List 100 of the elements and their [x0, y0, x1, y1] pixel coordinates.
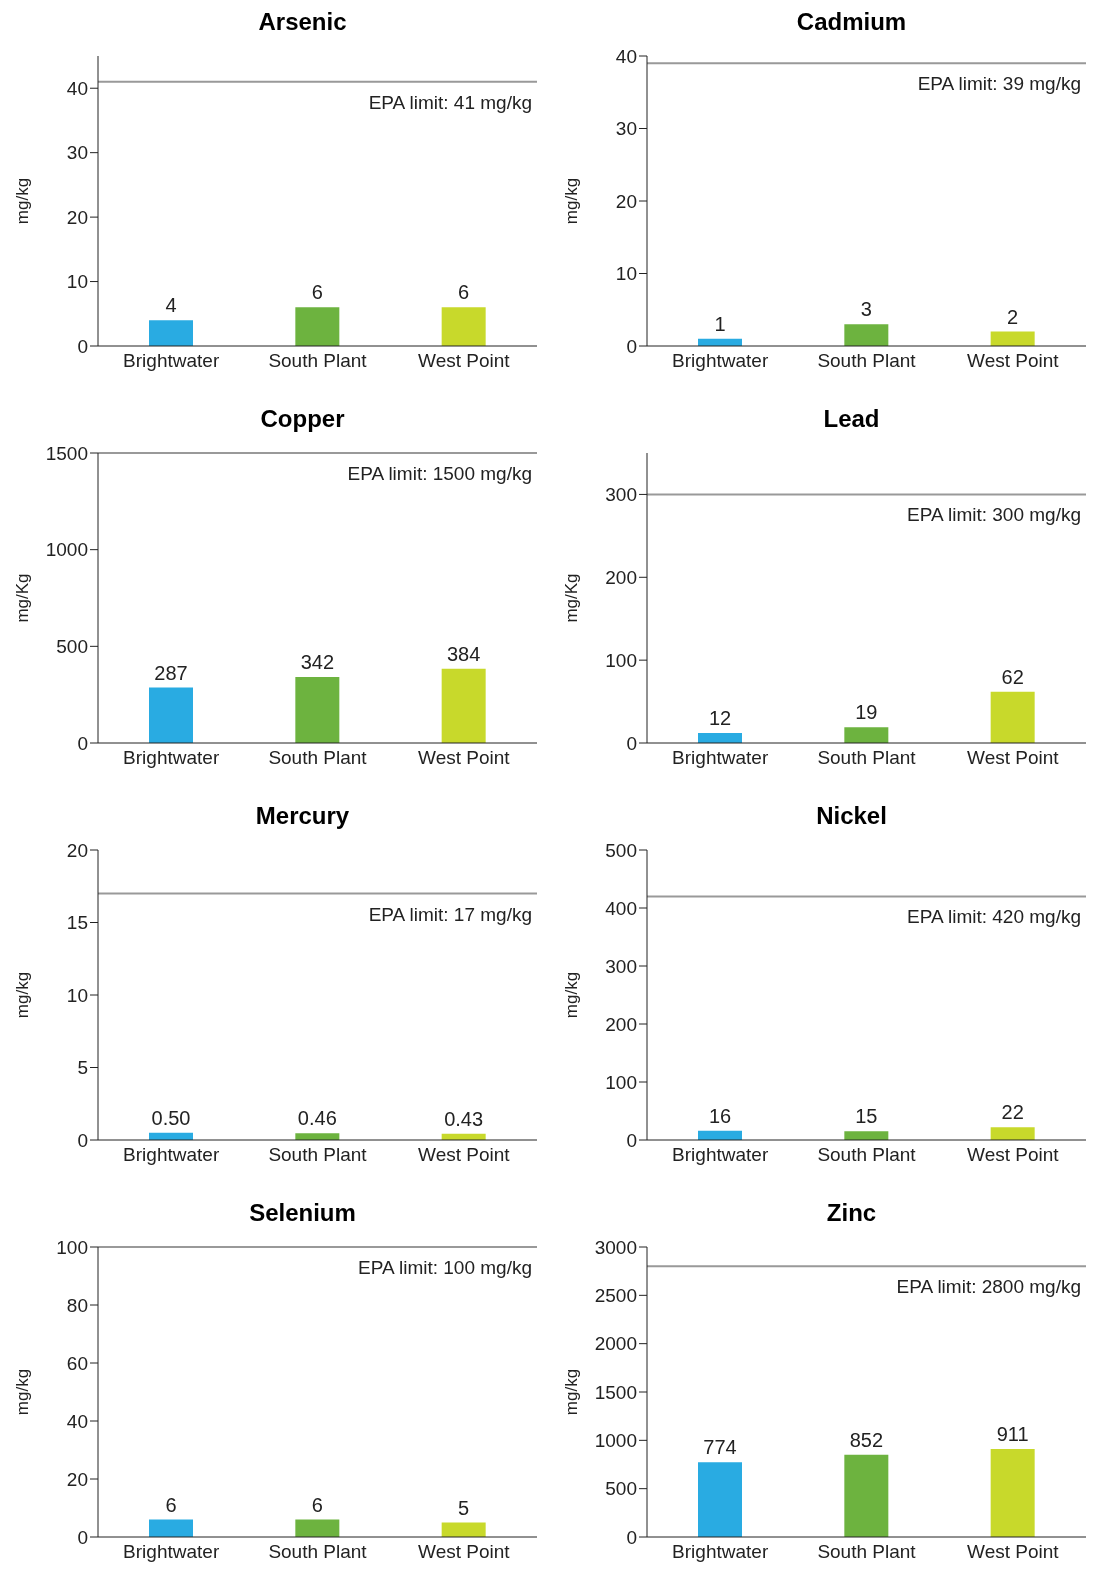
y-tick-label: 2500 — [594, 1285, 637, 1307]
y-tick-label: 40 — [615, 45, 637, 67]
data-label: 852 — [849, 1428, 884, 1451]
y-tick-label: 15 — [66, 912, 88, 934]
y-tick-label: 500 — [605, 1478, 637, 1500]
y-axis-title: mg/Kg — [13, 573, 33, 623]
ref-line-label: EPA limit: 2800 mg/kg — [896, 1276, 1081, 1298]
y-tick-label: 500 — [56, 636, 88, 658]
y-tick-label: 0 — [77, 1129, 88, 1151]
x-tick-label: Brightwater — [672, 1144, 769, 1166]
chart-title: Mercury — [254, 802, 351, 831]
ref-line-label: EPA limit: 39 mg/kg — [917, 73, 1081, 95]
y-tick-label: 80 — [66, 1294, 88, 1316]
data-label: 6 — [311, 281, 323, 304]
data-label: 22 — [1001, 1101, 1024, 1124]
y-tick-label: 0 — [626, 335, 637, 357]
x-tick-label: Brightwater — [123, 1541, 220, 1563]
y-tick-label: 300 — [605, 484, 637, 506]
data-label: 15 — [855, 1105, 878, 1128]
chart-title: Copper — [259, 405, 346, 434]
y-tick-label: 20 — [66, 1468, 88, 1490]
data-label: 5 — [458, 1496, 470, 1519]
ref-line-label: EPA limit: 1500 mg/kg — [347, 463, 532, 484]
x-tick-label: Brightwater — [123, 1144, 220, 1166]
x-tick-label: South Plant — [817, 1144, 917, 1166]
y-tick-label: 100 — [605, 1071, 637, 1093]
x-tick-label: Brightwater — [672, 1541, 769, 1563]
data-label: 0.43 — [444, 1107, 484, 1130]
y-tick-label: 1000 — [45, 539, 88, 561]
y-tick-label: 0 — [77, 335, 88, 357]
chart-title: Lead — [822, 405, 881, 434]
x-tick-label: South Plant — [268, 350, 368, 372]
y-tick-label: 100 — [605, 649, 637, 671]
data-label: 6 — [165, 1493, 177, 1516]
x-tick-label: South Plant — [817, 350, 917, 372]
x-tick-label: West Point — [967, 1144, 1060, 1166]
y-tick-label: 200 — [605, 567, 637, 589]
y-tick-label: 0 — [626, 1526, 637, 1548]
y-tick-label: 0 — [77, 732, 88, 754]
y-tick-label: 1500 — [594, 1381, 637, 1403]
ref-line-label: EPA limit: 420 mg/kg — [907, 906, 1081, 928]
data-label: 2 — [1007, 305, 1019, 328]
y-tick-label: 20 — [615, 190, 637, 212]
y-tick-label: 60 — [66, 1352, 88, 1374]
y-tick-label: 30 — [66, 142, 88, 164]
data-label: 3 — [860, 298, 872, 321]
y-tick-label: 5 — [77, 1057, 88, 1079]
chart-title: Arsenic — [257, 8, 348, 37]
data-label: 6 — [311, 1493, 323, 1516]
y-axis-title: mg/kg — [562, 1368, 582, 1416]
y-tick-label: 40 — [66, 77, 88, 99]
x-tick-label: South Plant — [817, 747, 917, 769]
data-label: 287 — [154, 661, 188, 684]
y-tick-label: 0 — [626, 732, 637, 754]
bar — [698, 733, 742, 743]
x-tick-label: Brightwater — [123, 747, 220, 769]
y-tick-label: 200 — [605, 1013, 637, 1035]
y-tick-label: 2000 — [594, 1333, 637, 1355]
data-label: 16 — [708, 1104, 732, 1127]
y-axis-title: mg/kg — [13, 1368, 33, 1416]
bar — [844, 727, 889, 743]
data-label: 4 — [165, 294, 177, 317]
x-tick-label: West Point — [418, 1541, 511, 1563]
y-axis-title: mg/kg — [13, 971, 33, 1019]
data-label: 6 — [458, 281, 470, 304]
ref-line-label: EPA limit: 300 mg/kg — [907, 504, 1081, 526]
ref-line-label: EPA limit: 17 mg/kg — [368, 903, 532, 925]
x-tick-label: West Point — [967, 350, 1060, 372]
data-label: 12 — [708, 707, 732, 730]
x-tick-label: South Plant — [817, 1541, 917, 1563]
y-tick-label: 10 — [615, 263, 637, 285]
y-tick-label: 500 — [605, 839, 637, 861]
x-tick-label: West Point — [418, 1144, 511, 1166]
chart-title: Cadmium — [795, 8, 908, 37]
x-tick-label: West Point — [967, 747, 1060, 769]
x-tick-label: West Point — [418, 747, 511, 769]
chart-title: Nickel — [815, 802, 888, 831]
data-label: 62 — [1001, 665, 1024, 688]
y-axis-title: mg/kg — [562, 971, 582, 1019]
data-label: 0.46 — [297, 1107, 337, 1130]
y-tick-label: 10 — [66, 984, 88, 1006]
y-tick-label: 400 — [605, 897, 637, 919]
data-label: 0.50 — [151, 1106, 191, 1129]
y-tick-label: 20 — [66, 206, 88, 228]
data-label: 19 — [855, 701, 878, 724]
data-label: 384 — [446, 642, 481, 665]
x-tick-label: Brightwater — [672, 747, 769, 769]
x-tick-label: Brightwater — [123, 350, 220, 372]
data-label: 911 — [996, 1422, 1029, 1445]
x-tick-label: South Plant — [268, 1144, 368, 1166]
data-label: 342 — [300, 650, 335, 673]
y-tick-label: 0 — [626, 1129, 637, 1151]
y-tick-label: 1500 — [45, 442, 88, 464]
chart-title: Zinc — [825, 1199, 878, 1228]
y-tick-label: 20 — [66, 839, 88, 861]
x-tick-label: South Plant — [268, 1541, 368, 1563]
x-tick-label: Brightwater — [672, 350, 769, 372]
data-label: 1 — [714, 312, 726, 335]
ref-line-label: EPA limit: 41 mg/kg — [368, 91, 532, 113]
y-tick-label: 300 — [605, 955, 637, 977]
